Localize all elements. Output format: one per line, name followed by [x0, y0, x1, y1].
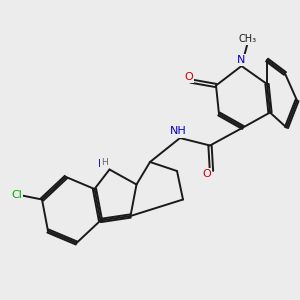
Text: N: N: [237, 55, 246, 65]
Text: O: O: [202, 169, 211, 179]
Text: Cl: Cl: [11, 190, 22, 200]
Text: NH: NH: [170, 126, 187, 136]
Text: H: H: [101, 158, 108, 166]
Text: CH₃: CH₃: [238, 34, 256, 44]
Text: O: O: [184, 71, 194, 82]
Text: N: N: [98, 159, 106, 169]
